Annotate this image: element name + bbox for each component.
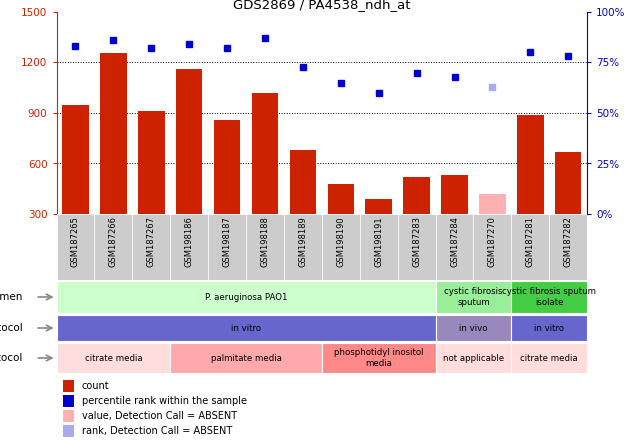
Bar bbox=[322, 343, 436, 373]
Text: GSM198191: GSM198191 bbox=[374, 216, 383, 266]
Text: in vitro: in vitro bbox=[231, 324, 261, 333]
Bar bbox=[436, 314, 511, 341]
Text: phosphotidyl inositol
media: phosphotidyl inositol media bbox=[334, 348, 423, 368]
Text: GSM187266: GSM187266 bbox=[109, 216, 118, 267]
Bar bbox=[441, 175, 468, 214]
Bar bbox=[62, 105, 89, 214]
Bar bbox=[436, 343, 511, 373]
Text: in vitro: in vitro bbox=[534, 324, 565, 333]
Text: GSM198186: GSM198186 bbox=[185, 216, 193, 267]
Bar bbox=[133, 214, 170, 280]
Bar bbox=[290, 150, 316, 214]
Text: specimen: specimen bbox=[0, 292, 23, 302]
Text: GSM187270: GSM187270 bbox=[488, 216, 497, 267]
Bar bbox=[403, 177, 430, 214]
Bar bbox=[63, 380, 74, 392]
Bar bbox=[284, 214, 322, 280]
Bar bbox=[57, 314, 436, 341]
Bar bbox=[252, 93, 278, 214]
Bar bbox=[511, 343, 587, 373]
Bar bbox=[246, 214, 284, 280]
Bar bbox=[479, 194, 506, 214]
Bar bbox=[170, 214, 208, 280]
Text: count: count bbox=[82, 381, 109, 391]
Bar bbox=[214, 120, 241, 214]
Bar bbox=[436, 214, 474, 280]
Text: rank, Detection Call = ABSENT: rank, Detection Call = ABSENT bbox=[82, 426, 232, 436]
Text: in vivo: in vivo bbox=[459, 324, 488, 333]
Text: cystic fibrosis
sputum: cystic fibrosis sputum bbox=[444, 287, 503, 307]
Bar bbox=[555, 152, 582, 214]
Text: cystic fibrosis sputum
isolate: cystic fibrosis sputum isolate bbox=[502, 287, 596, 307]
Text: percentile rank within the sample: percentile rank within the sample bbox=[82, 396, 247, 406]
Text: GSM187282: GSM187282 bbox=[564, 216, 573, 267]
Text: protocol: protocol bbox=[0, 323, 23, 333]
Bar bbox=[511, 281, 587, 313]
Bar bbox=[57, 281, 436, 313]
Bar bbox=[474, 214, 511, 280]
Text: palmitate media: palmitate media bbox=[210, 353, 281, 362]
Bar bbox=[517, 115, 544, 214]
Bar bbox=[57, 214, 94, 280]
Bar bbox=[170, 343, 322, 373]
Bar bbox=[100, 53, 127, 214]
Text: GSM187267: GSM187267 bbox=[147, 216, 156, 267]
Text: GSM198187: GSM198187 bbox=[222, 216, 232, 267]
Text: GSM187281: GSM187281 bbox=[526, 216, 535, 267]
Bar bbox=[511, 214, 550, 280]
Bar bbox=[57, 343, 170, 373]
Text: citrate media: citrate media bbox=[85, 353, 142, 362]
Text: not applicable: not applicable bbox=[443, 353, 504, 362]
Bar bbox=[511, 314, 587, 341]
Text: GSM198188: GSM198188 bbox=[261, 216, 269, 267]
Bar bbox=[176, 69, 202, 214]
Text: citrate media: citrate media bbox=[521, 353, 578, 362]
Text: GSM187284: GSM187284 bbox=[450, 216, 459, 267]
Text: P. aeruginosa PAO1: P. aeruginosa PAO1 bbox=[205, 293, 287, 301]
Bar bbox=[94, 214, 133, 280]
Bar bbox=[208, 214, 246, 280]
Text: value, Detection Call = ABSENT: value, Detection Call = ABSENT bbox=[82, 411, 237, 421]
Text: growth protocol: growth protocol bbox=[0, 353, 23, 363]
Bar bbox=[398, 214, 436, 280]
Text: GSM187265: GSM187265 bbox=[71, 216, 80, 267]
Text: GSM198190: GSM198190 bbox=[337, 216, 345, 266]
Bar bbox=[436, 281, 511, 313]
Bar bbox=[328, 184, 354, 214]
Bar bbox=[63, 410, 74, 422]
Bar bbox=[365, 199, 392, 214]
Bar bbox=[63, 425, 74, 437]
Text: GSM198189: GSM198189 bbox=[298, 216, 307, 267]
Title: GDS2869 / PA4538_ndh_at: GDS2869 / PA4538_ndh_at bbox=[233, 0, 411, 11]
Bar bbox=[138, 111, 165, 214]
Bar bbox=[550, 214, 587, 280]
Text: GSM187283: GSM187283 bbox=[412, 216, 421, 267]
Bar bbox=[322, 214, 360, 280]
Bar bbox=[63, 395, 74, 407]
Bar bbox=[360, 214, 398, 280]
